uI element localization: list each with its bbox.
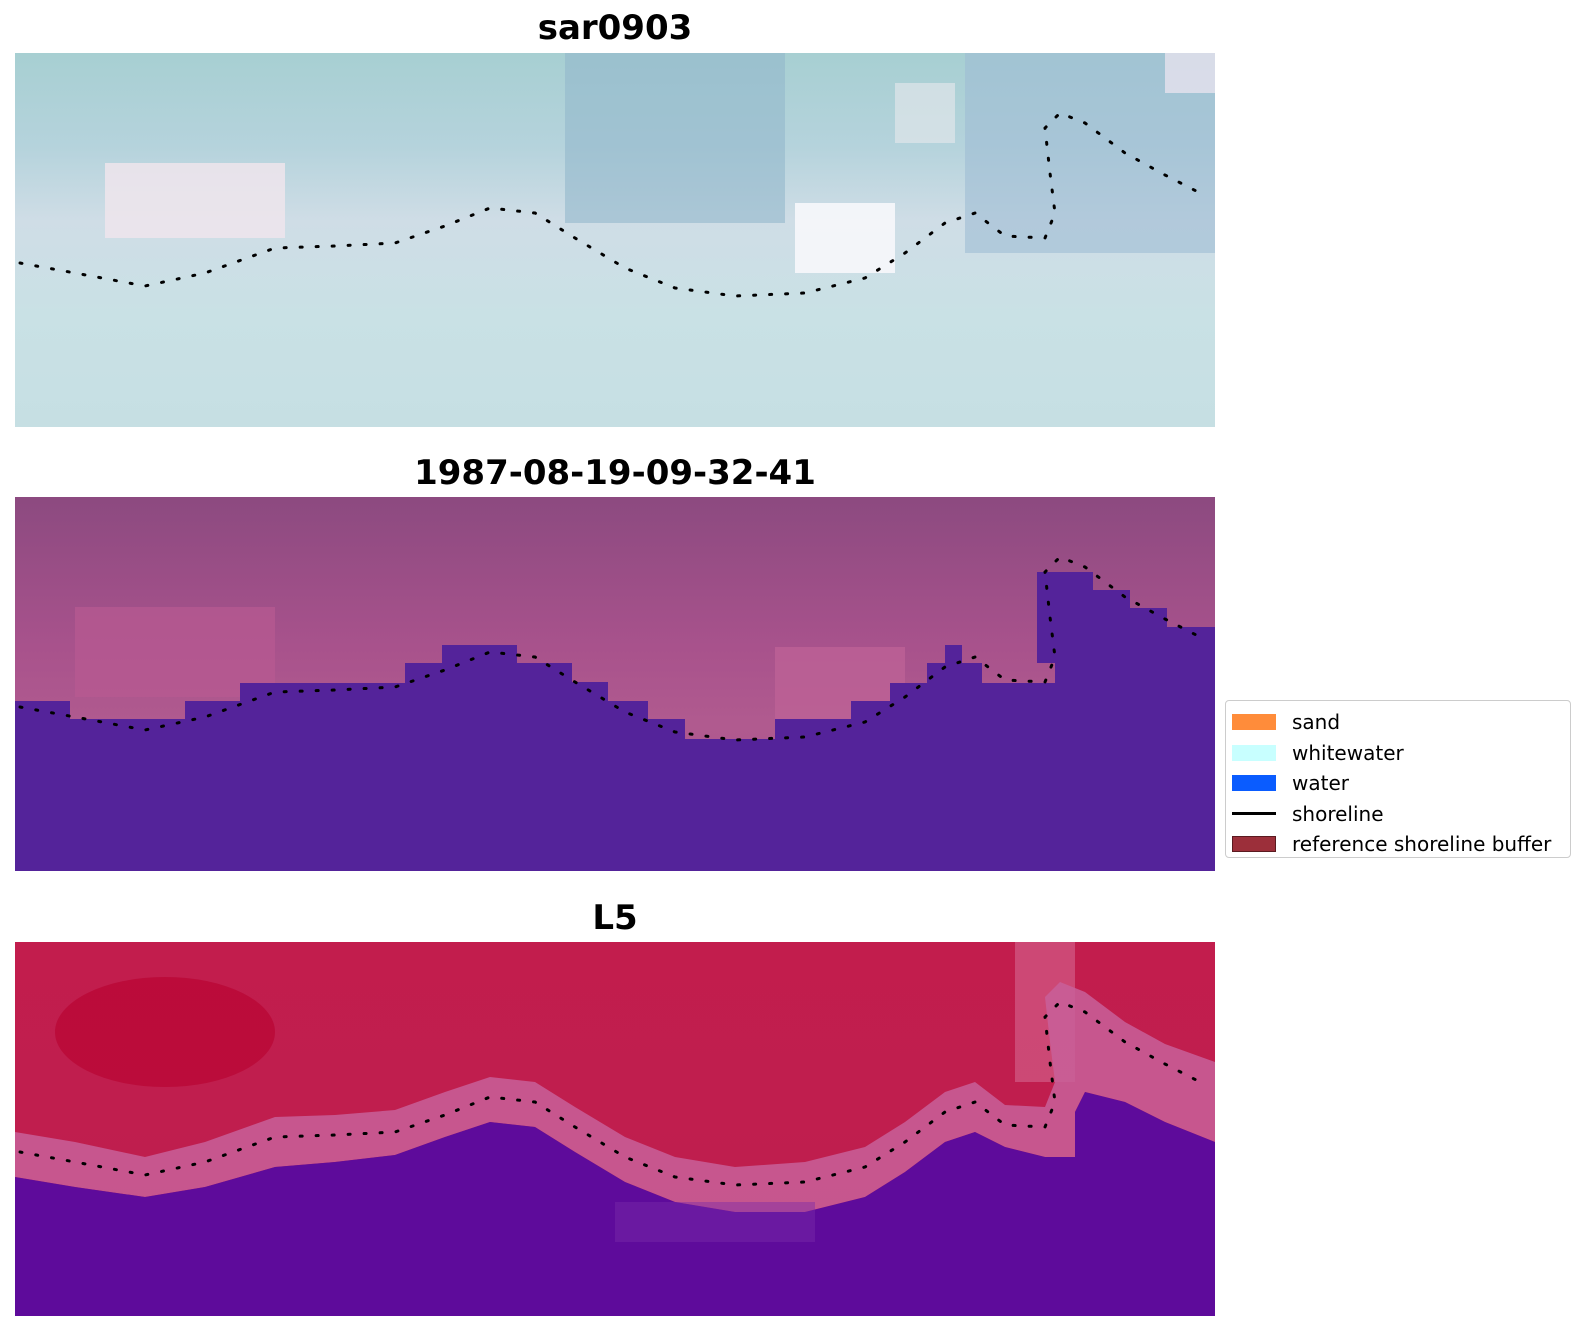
panel-title-3: L5 xyxy=(592,898,638,938)
legend-label: sand xyxy=(1292,710,1341,735)
sar-image-panel xyxy=(15,53,1215,427)
legend-swatch-buffer xyxy=(1232,836,1276,853)
legend: sand whitewater water shoreline referenc… xyxy=(1225,700,1571,858)
legend-item-water: water xyxy=(1226,768,1570,799)
legend-swatch-water xyxy=(1232,775,1276,792)
legend-swatch-shoreline xyxy=(1232,812,1276,816)
transition-band xyxy=(15,982,1215,1212)
shoreline xyxy=(18,1000,1202,1187)
legend-label: whitewater xyxy=(1292,740,1404,765)
legend-label: reference shoreline buffer xyxy=(1292,832,1552,857)
water-region xyxy=(15,572,1215,871)
legend-item-reference-shoreline-buffer: reference shoreline buffer xyxy=(1226,829,1570,860)
shoreline xyxy=(18,111,1202,298)
l5-image-panel xyxy=(15,942,1215,1316)
shoreline xyxy=(18,555,1202,742)
panel-title-1: sar0903 xyxy=(537,8,693,48)
legend-item-shoreline: shoreline xyxy=(1226,799,1570,830)
panel-title-2: 1987-08-19-09-32-41 xyxy=(414,453,816,493)
legend-item-sand: sand xyxy=(1226,707,1570,738)
legend-label: water xyxy=(1292,771,1349,796)
classified-image xyxy=(15,497,1215,871)
l5-image xyxy=(15,942,1215,1316)
legend-label: shoreline xyxy=(1292,801,1384,826)
sar-image xyxy=(15,53,1215,427)
legend-item-whitewater: whitewater xyxy=(1226,738,1570,769)
classified-image-panel xyxy=(15,497,1215,871)
legend-swatch-sand xyxy=(1232,714,1276,731)
water-region xyxy=(15,1092,1215,1316)
legend-swatch-whitewater xyxy=(1232,744,1276,761)
